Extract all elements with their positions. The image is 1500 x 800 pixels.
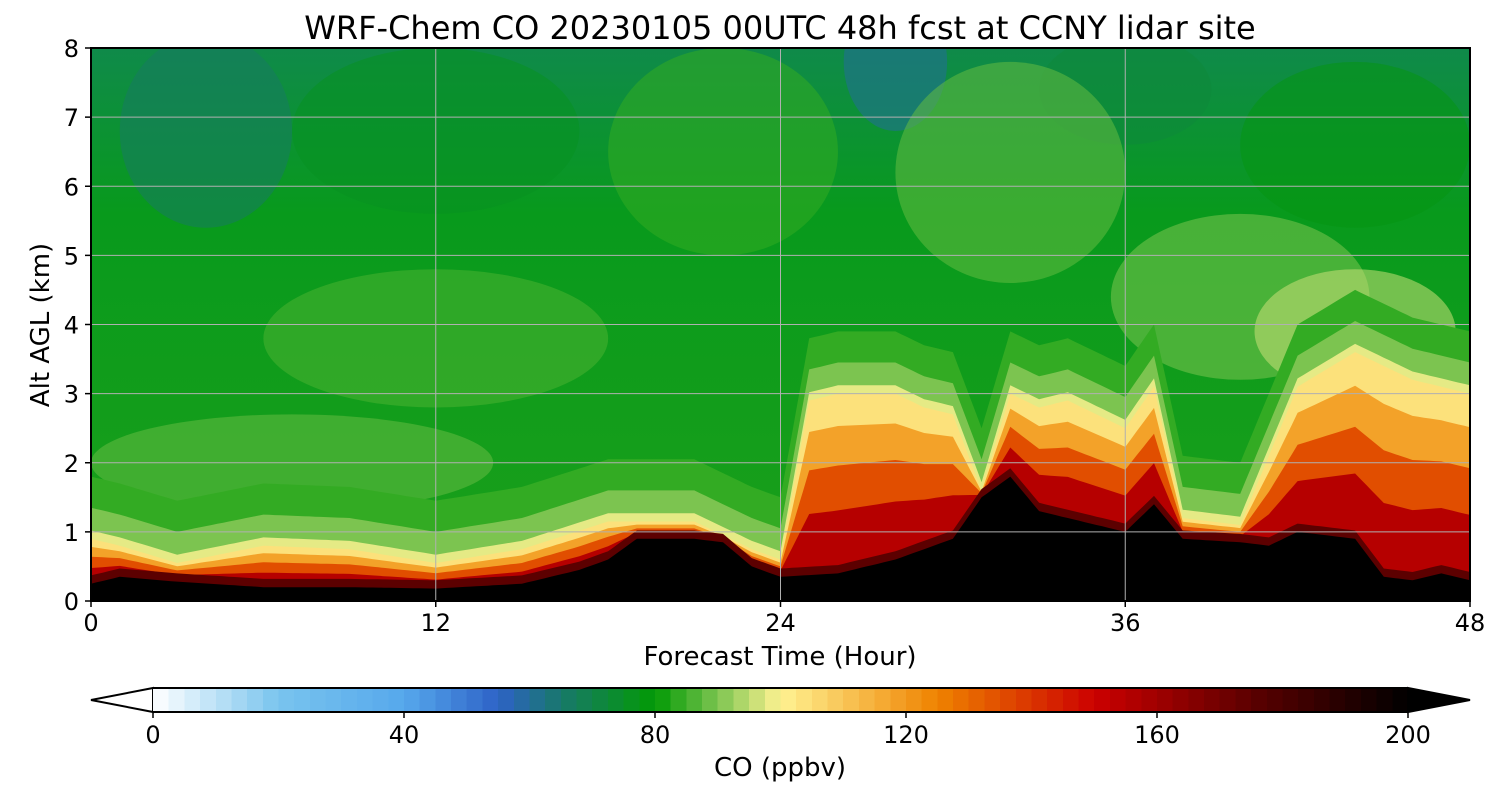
x-axis-label: Forecast Time (Hour) (643, 642, 916, 672)
y-tick-label: 3 (64, 381, 79, 409)
colorbar-tick-label: 40 (389, 721, 420, 749)
x-tick-label: 12 (420, 609, 451, 637)
colorbar-ticks: 0 40 80 120 160 200 (145, 712, 1431, 749)
y-tick-label: 7 (64, 104, 79, 132)
y-tick-label: 5 (64, 242, 79, 270)
colorbar-under-extension (90, 686, 154, 714)
colorbar-over-extension (1407, 686, 1471, 714)
y-axis-ticks: 0 1 2 3 4 5 6 7 8 (64, 35, 91, 616)
x-tick-label: 48 (1455, 609, 1486, 637)
colorbar-label: CO (ppbv) (714, 753, 846, 783)
colorbar-tick-label: 160 (1134, 721, 1180, 749)
x-tick-label: 36 (1110, 609, 1141, 637)
colorbar: 0 40 80 120 160 200 CO (ppbv) (90, 686, 1471, 783)
y-tick-label: 4 (64, 312, 79, 340)
y-axis-label: Alt AGL (km) (26, 243, 56, 407)
co-field-patch (1240, 61, 1470, 228)
co-field-patch (608, 48, 838, 256)
co-field-patch (119, 48, 293, 228)
y-tick-label: 6 (64, 173, 79, 201)
colorbar-tick-label: 200 (1385, 721, 1431, 749)
y-tick-label: 1 (64, 519, 79, 547)
colorbar-body (153, 688, 1408, 712)
chart-title: WRF-Chem CO 20230105 00UTC 48h fcst at C… (304, 9, 1255, 47)
x-tick-label: 0 (83, 609, 98, 637)
y-tick-label: 8 (64, 35, 79, 63)
x-tick-label: 24 (765, 609, 796, 637)
colorbar-tick-label: 0 (145, 721, 160, 749)
colorbar-tick-label: 80 (640, 721, 671, 749)
y-tick-label: 0 (64, 588, 79, 616)
y-tick-label: 2 (64, 450, 79, 478)
x-axis-ticks: 0 12 24 36 48 (83, 601, 1485, 637)
co-field-patch (895, 61, 1126, 284)
colorbar-tick-label: 120 (883, 721, 929, 749)
